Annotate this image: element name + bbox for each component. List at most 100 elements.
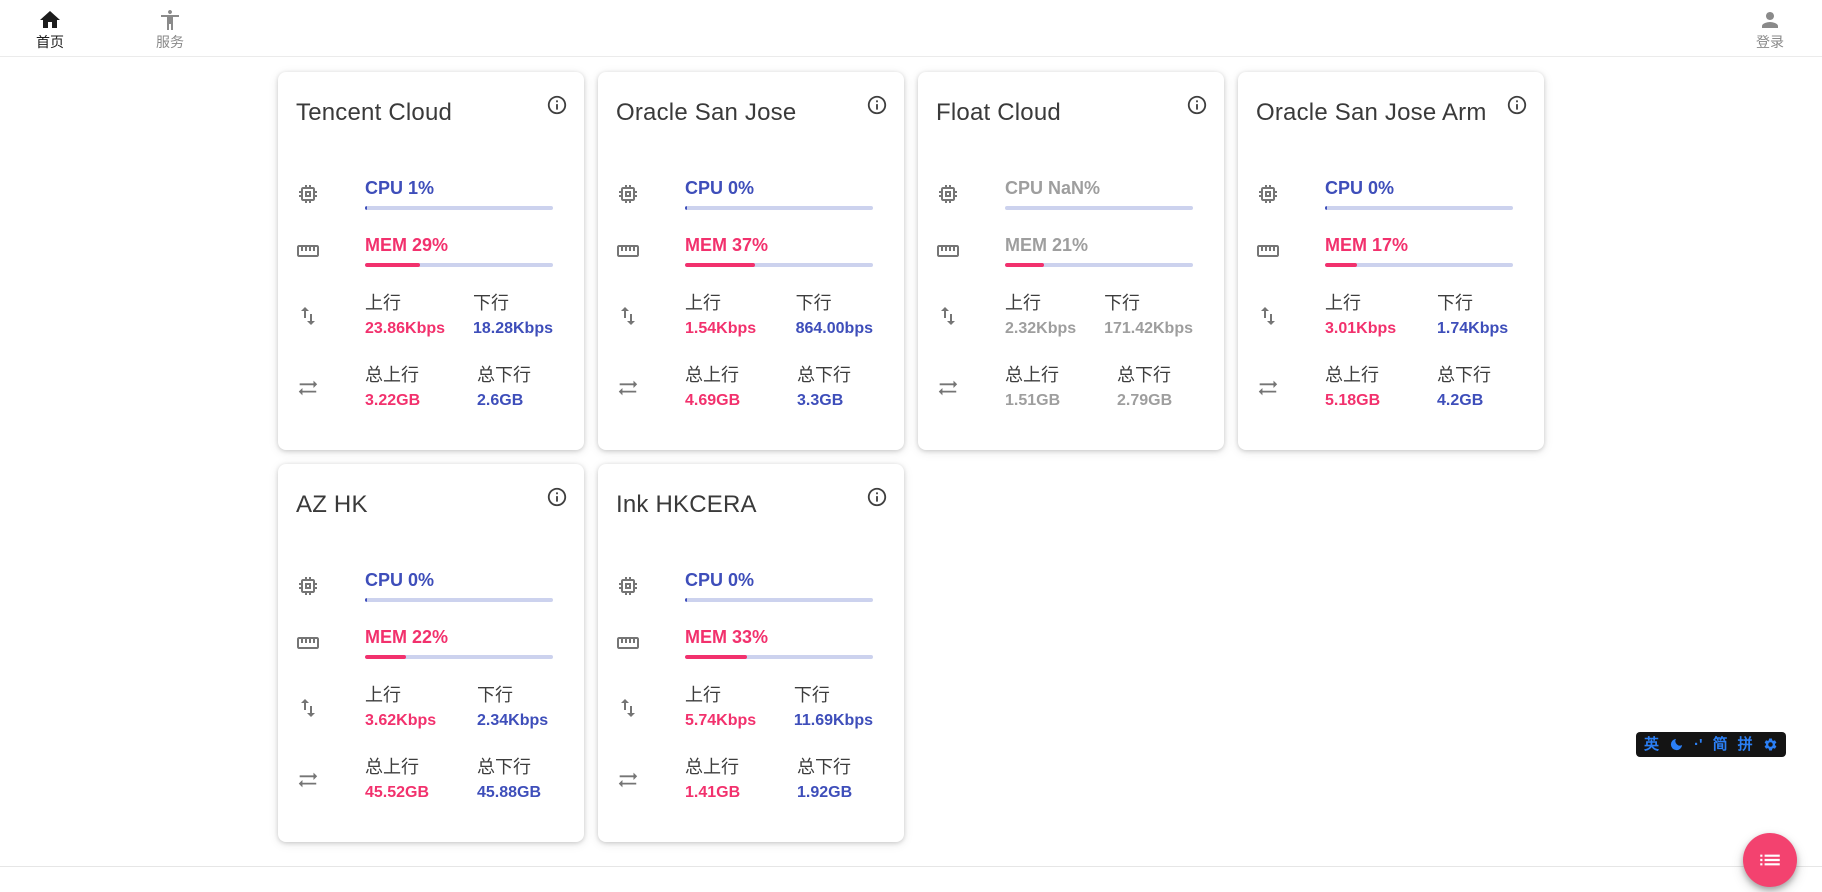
mem-usage-label: MEM 37%	[685, 235, 769, 255]
swap-horiz-icon	[936, 376, 960, 400]
cpu-usage-label: CPU NaN%	[1005, 178, 1101, 198]
download-col: 下行 11.69Kbps	[794, 684, 873, 731]
cpu-usage-label: CPU 0%	[1325, 178, 1395, 198]
mem-row: MEM 29%	[278, 235, 584, 267]
mem-usage-label: MEM 29%	[365, 235, 449, 255]
info-icon	[547, 95, 567, 115]
ime-simplified-toggle[interactable]: 简	[1712, 736, 1728, 753]
ime-toolbar: 英 ·' 简 拼	[1636, 732, 1786, 757]
info-button[interactable]	[1186, 94, 1208, 116]
info-icon	[1187, 95, 1207, 115]
total-traffic-block: 总上行 4.69GB 总下行 3.3GB	[685, 364, 873, 411]
cpu-progress-bar	[365, 206, 553, 210]
cpu-chip-icon	[1256, 182, 1280, 206]
swap-horiz-icon	[1256, 376, 1280, 400]
total-download-label: 总下行	[797, 365, 851, 385]
download-speed-value: 864.00bps	[795, 320, 873, 337]
total-upload-label: 总上行	[1325, 365, 1379, 385]
total-traffic-row: 总上行 5.18GB 总下行 4.2GB	[1238, 364, 1544, 411]
info-button[interactable]	[546, 94, 568, 116]
swap-horiz-icon	[616, 768, 640, 792]
total-download-col: 总下行 3.3GB	[797, 364, 851, 411]
memory-icon	[936, 239, 960, 263]
cpu-row: CPU 1%	[278, 178, 584, 210]
server-name: AZ HK	[296, 491, 368, 518]
download-label: 下行	[477, 685, 513, 705]
total-download-label: 总下行	[477, 365, 531, 385]
net-speed-block: 上行 3.62Kbps 下行 2.34Kbps	[365, 684, 553, 731]
mem-usage-label: MEM 22%	[365, 627, 449, 647]
memory-icon	[296, 631, 320, 655]
ime-punctuation-toggle[interactable]: ·'	[1694, 736, 1703, 753]
download-col: 下行 18.28Kbps	[473, 292, 553, 339]
cpu-progress-bar	[365, 598, 553, 602]
swap-horiz-icon	[296, 768, 320, 792]
swap-vert-icon	[616, 304, 640, 328]
mem-block: MEM 17%	[1325, 235, 1513, 267]
footer-divider	[0, 866, 1822, 867]
moon-icon[interactable]	[1669, 737, 1684, 752]
mem-block: MEM 37%	[685, 235, 873, 267]
upload-col: 上行 2.32Kbps	[1005, 292, 1104, 339]
total-upload-col: 总上行 1.51GB	[1005, 364, 1117, 411]
info-button[interactable]	[866, 94, 888, 116]
total-traffic-row: 总上行 3.22GB 总下行 2.6GB	[278, 364, 584, 411]
nav-item-login[interactable]: 登录	[1756, 8, 1784, 50]
info-button[interactable]	[866, 486, 888, 508]
total-upload-col: 总上行 5.18GB	[1325, 364, 1437, 411]
total-upload-value: 4.69GB	[685, 392, 741, 409]
mem-row: MEM 17%	[1238, 235, 1544, 267]
mem-row: MEM 37%	[598, 235, 904, 267]
info-button[interactable]	[1506, 94, 1528, 116]
cpu-progress-fill	[685, 206, 687, 210]
cpu-block: CPU 0%	[365, 570, 553, 602]
swap-vert-icon	[616, 696, 640, 720]
total-download-label: 总下行	[477, 757, 531, 777]
download-label: 下行	[472, 293, 509, 313]
download-col: 下行 2.34Kbps	[477, 684, 548, 731]
total-upload-value: 1.41GB	[685, 784, 741, 801]
info-button[interactable]	[546, 486, 568, 508]
total-traffic-row: 总上行 4.69GB 总下行 3.3GB	[598, 364, 904, 411]
server-name: Tencent Cloud	[296, 99, 453, 126]
card-header: AZ HK	[278, 464, 584, 520]
ime-language-toggle[interactable]: 英	[1644, 736, 1660, 753]
server-list-fab[interactable]	[1743, 833, 1797, 887]
card-header: Oracle San Jose	[598, 72, 904, 128]
nav-item-services[interactable]: 服务	[156, 8, 184, 50]
mem-usage-label: MEM 21%	[1005, 235, 1089, 255]
total-download-col: 总下行 2.6GB	[477, 364, 531, 411]
ime-pinyin-toggle[interactable]: 拼	[1737, 736, 1753, 753]
server-card: Ink HKCERA CPU 0% MEM 33%	[598, 464, 904, 842]
total-upload-col: 总上行 4.69GB	[685, 364, 797, 411]
upload-label: 上行	[685, 293, 721, 313]
memory-icon	[616, 631, 640, 655]
home-icon	[40, 11, 60, 28]
total-traffic-row: 总上行 1.51GB 总下行 2.79GB	[918, 364, 1224, 411]
cpu-row: CPU 0%	[598, 178, 904, 210]
mem-block: MEM 33%	[685, 627, 873, 659]
card-header: Tencent Cloud	[278, 72, 584, 128]
upload-label: 上行	[1005, 293, 1041, 313]
gear-icon[interactable]	[1763, 737, 1778, 752]
mem-block: MEM 21%	[1005, 235, 1193, 267]
upload-speed-value: 5.74Kbps	[685, 712, 757, 729]
download-col: 下行 1.74Kbps	[1437, 292, 1508, 339]
info-icon	[867, 487, 887, 507]
mem-progress-fill	[685, 655, 748, 659]
cpu-row: CPU 0%	[1238, 178, 1544, 210]
server-name: Float Cloud	[936, 99, 1061, 126]
total-traffic-block: 总上行 45.52GB 总下行 45.88GB	[365, 756, 553, 803]
cpu-progress-fill	[365, 598, 367, 602]
upload-col: 上行 3.01Kbps	[1325, 292, 1437, 339]
download-speed-value: 2.34Kbps	[477, 712, 549, 729]
upload-col: 上行 3.62Kbps	[365, 684, 477, 731]
download-speed-value: 171.42Kbps	[1104, 320, 1193, 337]
cpu-usage-label: CPU 0%	[365, 570, 435, 590]
swap-vert-icon	[296, 304, 320, 328]
info-icon	[547, 487, 567, 507]
nav-item-home[interactable]: 首页	[36, 8, 64, 50]
total-download-col: 总下行 1.92GB	[797, 756, 852, 803]
net-speed-block: 上行 23.86Kbps 下行 18.28Kbps	[365, 292, 553, 339]
cpu-progress-fill	[685, 598, 687, 602]
